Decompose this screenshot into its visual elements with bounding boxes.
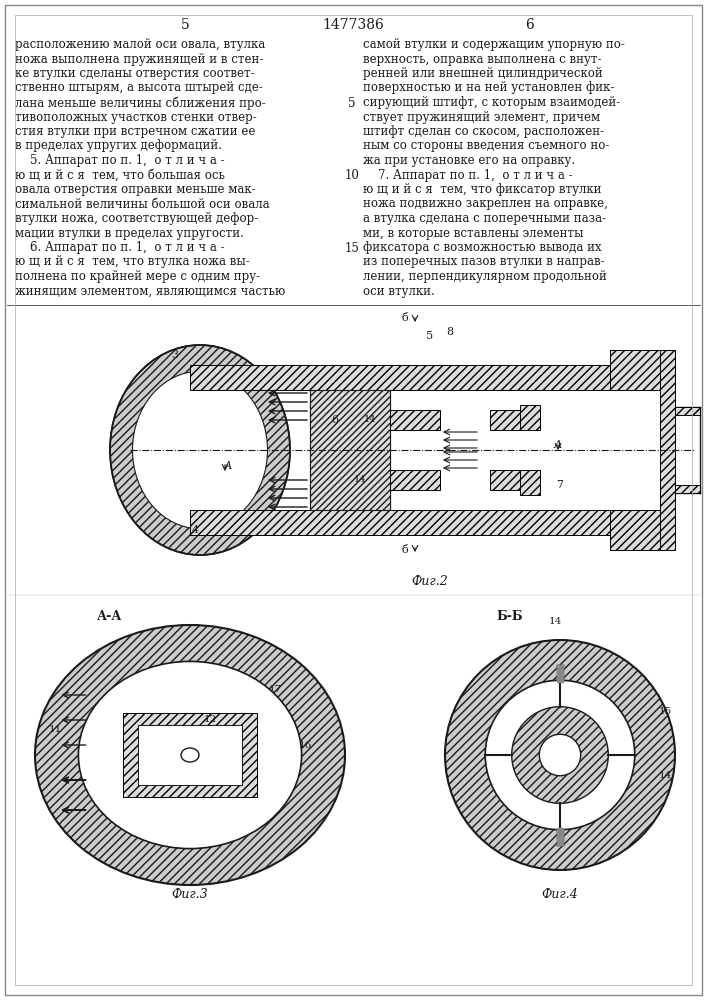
Bar — [138, 725, 242, 785]
Text: симальной величины большой оси овала: симальной величины большой оси овала — [15, 198, 269, 211]
Text: ю щ и й с я  тем, что втулка ножа вы-: ю щ и й с я тем, что втулка ножа вы- — [15, 255, 250, 268]
Text: 12: 12 — [204, 716, 216, 724]
Text: 6: 6 — [332, 415, 339, 425]
Text: сирующий штифт, с которым взаимодей-: сирующий штифт, с которым взаимодей- — [363, 96, 620, 109]
Text: 6. Аппарат по п. 1,  о т л и ч а -: 6. Аппарат по п. 1, о т л и ч а - — [15, 241, 225, 254]
Text: лана меньше величины сближения про-: лана меньше величины сближения про- — [15, 96, 266, 109]
Polygon shape — [557, 828, 563, 845]
Text: 14: 14 — [139, 740, 151, 750]
Text: а втулка сделана с поперечными паза-: а втулка сделана с поперечными паза- — [363, 212, 606, 225]
Ellipse shape — [132, 371, 267, 529]
Circle shape — [445, 640, 675, 870]
Text: 5: 5 — [349, 97, 356, 110]
Text: жа при установке его на оправку.: жа при установке его на оправку. — [363, 154, 575, 167]
Bar — [520, 405, 540, 430]
Text: 14: 14 — [549, 617, 561, 626]
Text: Фиг.2: Фиг.2 — [411, 575, 448, 588]
Bar — [390, 470, 440, 490]
Bar — [675, 407, 700, 415]
Text: ю щ и й с я  тем, что фиксатор втулки: ю щ и й с я тем, что фиксатор втулки — [363, 183, 602, 196]
Text: ренней или внешней цилиндрической: ренней или внешней цилиндрической — [363, 67, 603, 80]
Bar — [660, 350, 675, 550]
Polygon shape — [557, 665, 563, 682]
Bar — [190, 510, 670, 535]
Circle shape — [512, 707, 608, 803]
Text: 14: 14 — [363, 416, 376, 424]
Text: 5: 5 — [426, 331, 433, 341]
Text: 14: 14 — [658, 770, 672, 780]
Text: ственно штырям, а высота штырей сде-: ственно штырям, а высота штырей сде- — [15, 82, 263, 95]
Text: б: б — [402, 545, 409, 555]
Circle shape — [485, 680, 635, 830]
Text: Фиг.4: Фиг.4 — [542, 888, 578, 901]
Text: А-А: А-А — [98, 610, 123, 623]
Ellipse shape — [110, 345, 290, 555]
Bar — [675, 485, 700, 493]
Text: 7: 7 — [556, 480, 563, 490]
Text: 15: 15 — [658, 708, 672, 716]
Text: из поперечных пазов втулки в направ-: из поперечных пазов втулки в направ- — [363, 255, 604, 268]
Text: верхность, оправка выполнена с внут-: верхность, оправка выполнена с внут- — [363, 52, 602, 66]
Text: фиксатора с возможностью вывода их: фиксатора с возможностью вывода их — [363, 241, 602, 254]
Text: ножа подвижно закреплен на оправке,: ножа подвижно закреплен на оправке, — [363, 198, 608, 211]
Text: 6: 6 — [525, 18, 534, 32]
Text: 1477386: 1477386 — [322, 18, 384, 32]
Bar — [310, 390, 390, 510]
Bar — [390, 410, 440, 430]
Bar — [520, 470, 540, 495]
Ellipse shape — [35, 625, 345, 885]
Text: Б-Б: Б-Б — [497, 610, 523, 623]
Text: 3: 3 — [171, 350, 179, 360]
Text: б: б — [402, 313, 409, 323]
Text: лении, перпендикулярном продольной: лении, перпендикулярном продольной — [363, 270, 607, 283]
Text: оси втулки.: оси втулки. — [363, 284, 435, 298]
Text: ке втулки сделаны отверстия соответ-: ке втулки сделаны отверстия соответ- — [15, 67, 255, 80]
Text: овала отверстия оправки меньше мак-: овала отверстия оправки меньше мак- — [15, 183, 256, 196]
Text: 8: 8 — [446, 327, 454, 337]
Text: 4: 4 — [192, 525, 199, 535]
Text: полнена по крайней мере с одним пру-: полнена по крайней мере с одним пру- — [15, 270, 260, 283]
Text: 5: 5 — [180, 18, 189, 32]
Bar — [490, 470, 520, 490]
Text: втулки ножа, соответствующей дефор-: втулки ножа, соответствующей дефор- — [15, 212, 258, 225]
Text: ножа выполнена пружинящей и в стен-: ножа выполнена пружинящей и в стен- — [15, 52, 264, 66]
Ellipse shape — [78, 661, 302, 849]
Bar — [310, 390, 390, 510]
Text: 13: 13 — [163, 756, 177, 764]
Text: ю щ и й с я  тем, что большая ось: ю щ и й с я тем, что большая ось — [15, 168, 225, 182]
Bar — [123, 713, 257, 797]
Bar — [490, 410, 520, 430]
Text: ми, в которые вставлены элементы: ми, в которые вставлены элементы — [363, 227, 583, 239]
Text: 17: 17 — [269, 686, 281, 694]
Text: А: А — [554, 440, 562, 450]
Bar — [190, 365, 670, 390]
Circle shape — [539, 734, 580, 776]
Text: штифт сделан со скосом, расположен-: штифт сделан со скосом, расположен- — [363, 125, 604, 138]
Text: 11: 11 — [48, 726, 62, 734]
Text: ствует пружинящий элемент, причем: ствует пружинящий элемент, причем — [363, 110, 600, 123]
Text: Фиг.3: Фиг.3 — [172, 888, 209, 901]
Text: А: А — [224, 461, 232, 471]
Text: 15: 15 — [344, 242, 359, 255]
Ellipse shape — [181, 748, 199, 762]
Text: ным со стороны введения съемного но-: ным со стороны введения съемного но- — [363, 139, 609, 152]
Text: тивоположных участков стенки отвер-: тивоположных участков стенки отвер- — [15, 110, 257, 123]
Bar — [610, 350, 670, 390]
Text: 16: 16 — [298, 740, 312, 750]
Text: самой втулки и содержащим упорную по-: самой втулки и содержащим упорную по- — [363, 38, 625, 51]
Text: 10: 10 — [344, 169, 359, 182]
Text: расположению малой оси овала, втулка: расположению малой оси овала, втулка — [15, 38, 265, 51]
Text: жинящим элементом, являющимся частью: жинящим элементом, являющимся частью — [15, 284, 285, 298]
Text: мации втулки в пределах упругости.: мации втулки в пределах упругости. — [15, 227, 244, 239]
Text: 7. Аппарат по п. 1,  о т л и ч а -: 7. Аппарат по п. 1, о т л и ч а - — [363, 168, 573, 182]
Text: в пределах упругих деформаций.: в пределах упругих деформаций. — [15, 139, 222, 152]
Text: 5. Аппарат по п. 1,  о т л и ч а -: 5. Аппарат по п. 1, о т л и ч а - — [15, 154, 225, 167]
Text: 14: 14 — [354, 476, 366, 485]
Text: стия втулки при встречном сжатии ее: стия втулки при встречном сжатии ее — [15, 125, 255, 138]
Text: поверхностью и на ней установлен фик-: поверхностью и на ней установлен фик- — [363, 82, 614, 95]
Bar — [610, 510, 670, 550]
